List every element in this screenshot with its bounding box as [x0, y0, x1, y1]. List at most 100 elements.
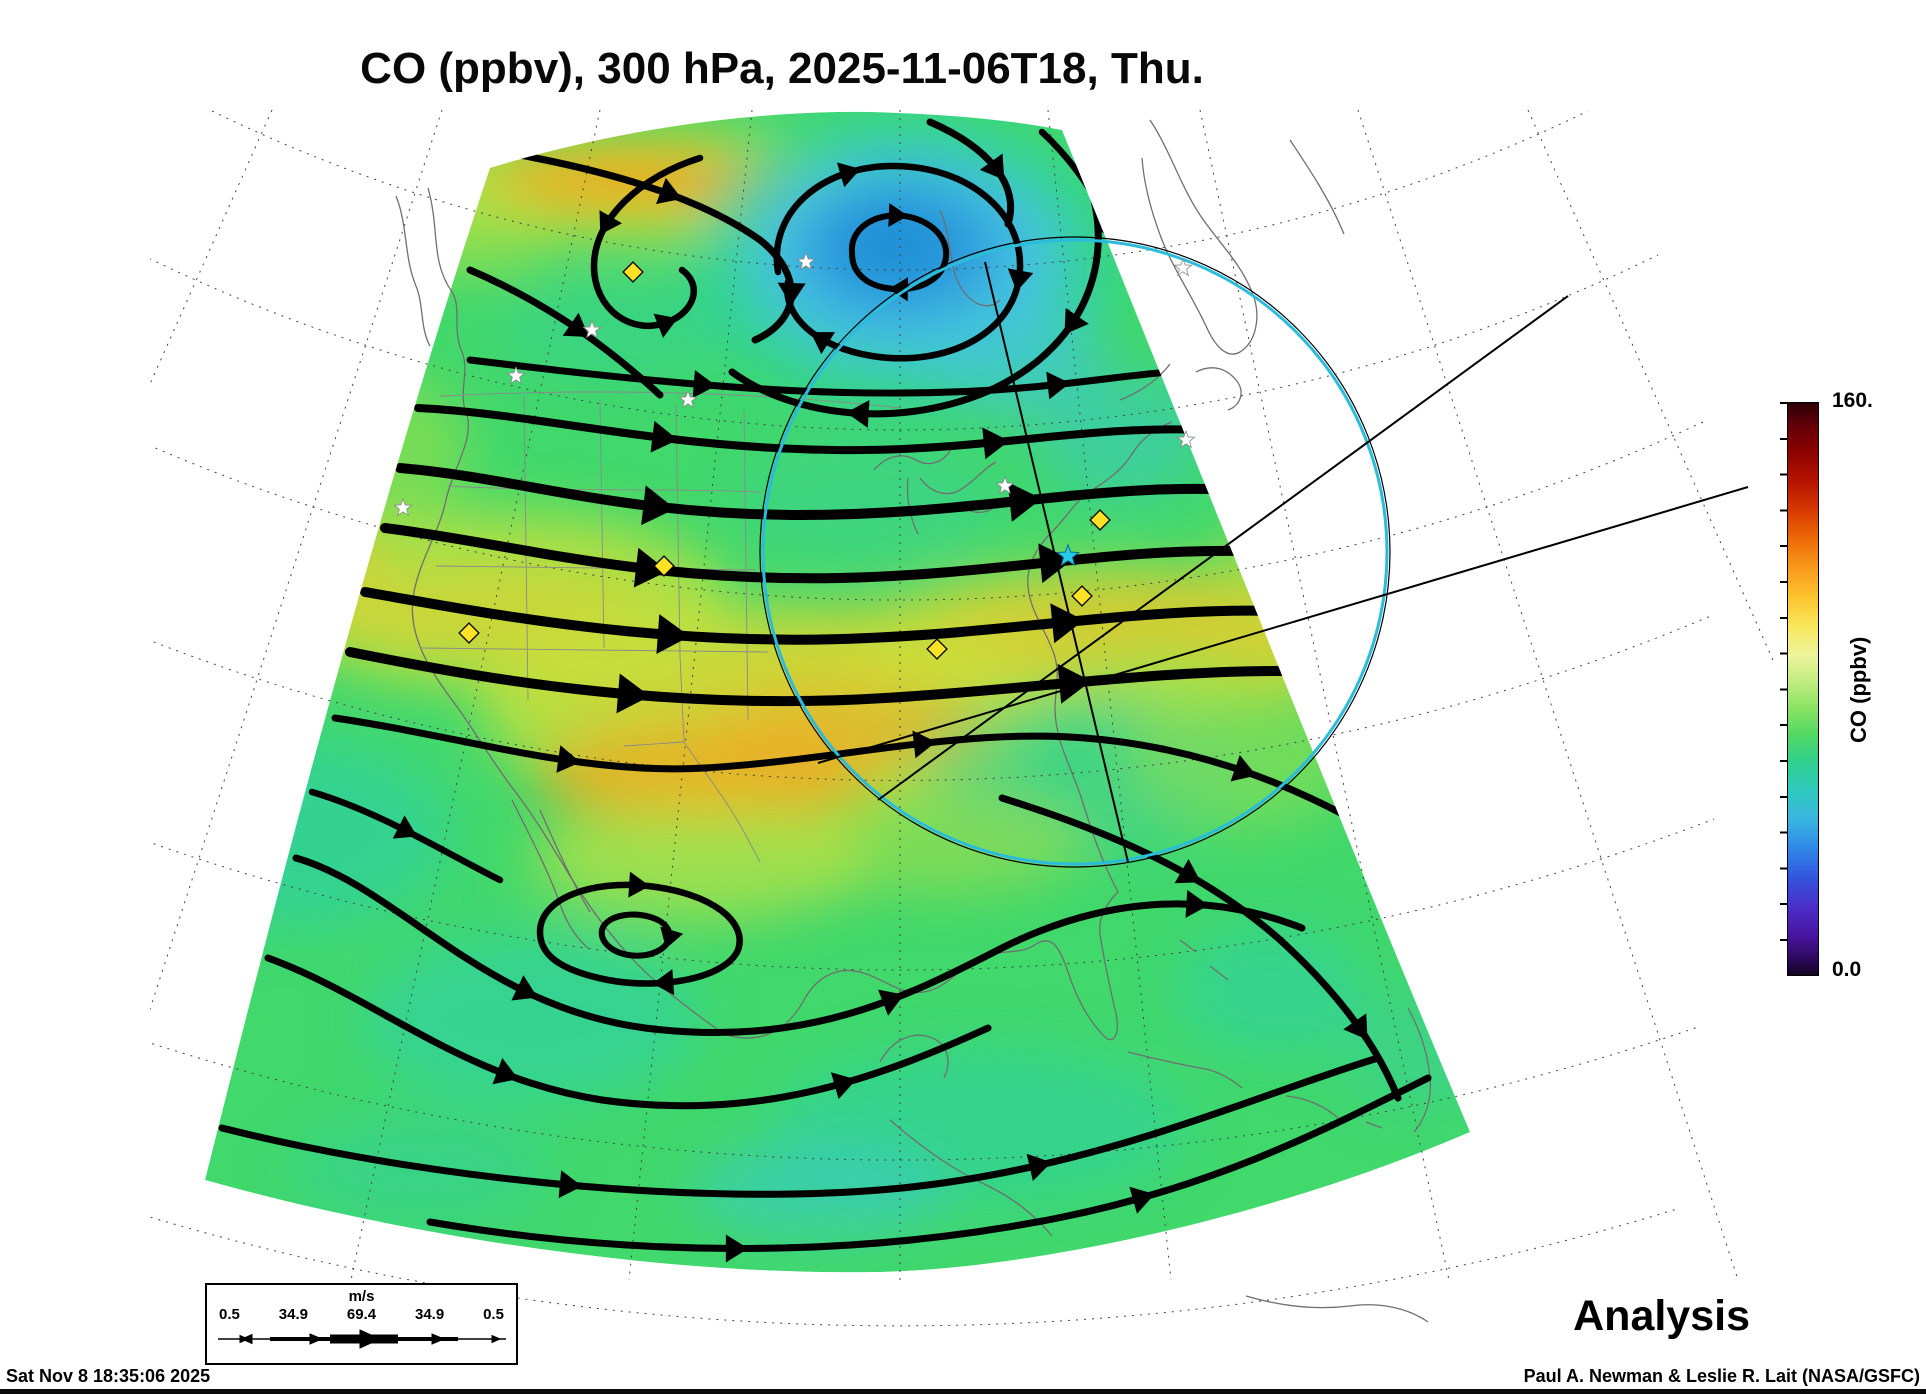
wind-legend-tick: 34.9 — [278, 1306, 308, 1323]
streamline-arrowhead — [492, 1058, 519, 1085]
station-marker — [653, 555, 675, 577]
colorbar-max-label: 160. — [1832, 389, 1873, 412]
range-ring-outline — [759, 236, 1391, 868]
coastline — [1195, 367, 1242, 411]
streamline — [414, 404, 1249, 455]
wind-legend-tick: 0.5 — [219, 1306, 240, 1323]
streamline-arrowhead — [628, 871, 650, 898]
streamline-arrowhead — [656, 177, 682, 205]
streamline-arrowhead — [725, 1234, 749, 1263]
station-marker — [458, 622, 480, 644]
border-line — [599, 399, 605, 649]
streamline-arrowhead — [556, 745, 581, 773]
station-markers — [458, 261, 1111, 660]
graticule-line — [211, 110, 1589, 271]
streamline — [292, 854, 1306, 1037]
streamline — [345, 647, 1455, 707]
border-line — [623, 741, 685, 747]
overlay-layer — [393, 236, 1749, 868]
streamline-arrowhead — [653, 313, 678, 338]
streamline — [488, 146, 795, 344]
streamline — [773, 162, 1024, 362]
graticule-line — [150, 818, 1715, 971]
coastline — [1179, 939, 1229, 981]
streamline-arrowhead — [652, 969, 675, 996]
streamline — [360, 587, 1405, 645]
streamline — [728, 168, 1102, 418]
colorbar-axis-label: CO (ppbv) — [1846, 636, 1871, 744]
colorbar — [1787, 402, 1819, 976]
streamline-arrowhead — [650, 420, 678, 453]
streamline-arrowhead — [836, 162, 861, 188]
station-marker — [1089, 509, 1111, 531]
wind-legend-tick: 34.9 — [414, 1306, 445, 1323]
streamline-arrowhead — [641, 485, 676, 526]
wind-legend-tick: 0.5 — [483, 1306, 504, 1323]
border-line — [439, 391, 901, 409]
streamline-arrowhead — [1230, 754, 1257, 782]
streamline-arrowhead — [558, 1170, 583, 1199]
streamline — [264, 954, 992, 1110]
state-borders — [419, 391, 901, 863]
streamline — [395, 463, 1275, 521]
border-line — [447, 485, 761, 493]
streamline-arrowhead — [656, 614, 690, 654]
streamline — [218, 1054, 1382, 1198]
wind-legend-tick: 69.4 — [346, 1306, 377, 1323]
streamline-arrowhead — [1343, 1013, 1368, 1040]
border-line — [675, 403, 681, 657]
coastline — [879, 1034, 949, 1079]
streamline — [536, 881, 743, 987]
border-line — [419, 647, 769, 653]
wind-legend-ticks: 0.5 34.9 69.4 34.9 0.5 — [207, 1306, 516, 1323]
coastline — [939, 209, 1001, 307]
station-marker — [1071, 585, 1093, 607]
coastline — [873, 447, 953, 471]
streamline-arrowhead — [979, 153, 1005, 180]
wind-legend-arrow — [218, 1329, 506, 1349]
streamline-arrowhead — [888, 203, 909, 227]
streamline-arrowhead — [1026, 1153, 1052, 1182]
plot-title: CO (ppbv), 300 hPa, 2025-11-06T18, Thu. — [360, 44, 1204, 93]
streamline — [466, 266, 664, 399]
bottom-border — [0, 1389, 1926, 1394]
coastline — [1289, 139, 1345, 235]
streamline-arrowhead — [1038, 543, 1073, 584]
analysis-label: Analysis — [1573, 1292, 1750, 1340]
cross-section-line — [877, 295, 1569, 801]
wind-legend-unit: m/s — [348, 1288, 375, 1305]
streamline-arrowhead — [777, 282, 806, 306]
streamline — [426, 1074, 1432, 1252]
streamline-arrowhead — [878, 989, 905, 1016]
streamline-arrowhead — [1007, 268, 1034, 292]
cross-section-line — [984, 261, 1129, 863]
streamline-arrowhead — [633, 547, 668, 588]
border-line — [679, 655, 761, 863]
coastline — [1285, 1095, 1339, 1119]
streamline-arrowhead — [1007, 482, 1042, 522]
coastline — [411, 187, 725, 1035]
coastline — [919, 461, 997, 495]
range-ring — [761, 238, 1389, 866]
streamline-arrowhead — [810, 332, 836, 355]
credit-text: Paul A. Newman & Leslie R. Lait (NASA/GS… — [1523, 1366, 1920, 1386]
streamline-arrowhead — [692, 370, 717, 398]
colorbar-ticks — [1780, 402, 1787, 974]
streamline-arrowhead — [1064, 308, 1089, 335]
graticule-line — [150, 614, 1714, 781]
cross-section-line — [817, 486, 1749, 764]
coastline — [889, 1119, 1053, 1237]
streamline-arrowhead — [912, 730, 937, 759]
streamline-arrowhead — [1046, 371, 1071, 400]
streamline — [998, 794, 1402, 1102]
streamline-arrowhead — [888, 277, 908, 302]
streamline-arrowhead — [1057, 663, 1092, 704]
graticule-line — [1357, 109, 1739, 1281]
colorbar-min-label: 0.0 — [1832, 958, 1862, 981]
streamline-arrowhead — [982, 427, 1010, 460]
streamline-arrowhead — [1174, 858, 1201, 884]
streamline-arrowhead — [599, 210, 622, 235]
streamline-arrowhead — [846, 399, 870, 428]
